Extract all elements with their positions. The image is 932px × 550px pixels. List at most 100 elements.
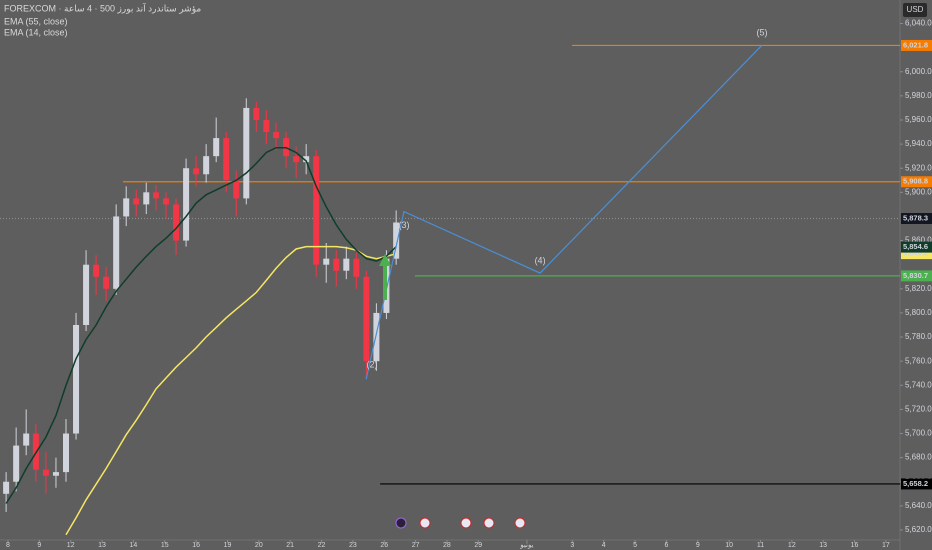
y-tick-label: 5,860.0 <box>905 236 932 245</box>
candle-body <box>203 156 210 175</box>
x-tick-label: 16 <box>851 542 859 549</box>
candle-body <box>343 258 350 271</box>
level-tag: 6,021.8 <box>903 40 928 49</box>
wave-label: (5) <box>757 28 768 38</box>
candle-body <box>123 198 130 217</box>
candle-body <box>152 192 159 199</box>
y-tick-label: 5,920.0 <box>905 163 932 172</box>
candle-body <box>143 192 150 205</box>
candle-body <box>73 324 80 434</box>
ema-tag-bg <box>901 241 932 253</box>
y-tick-label: 5,940.0 <box>905 139 932 148</box>
y-tick-label: 5,680.0 <box>905 453 932 462</box>
level-tag: 5,908.8 <box>903 177 928 186</box>
x-tick-label: 26 <box>380 542 388 549</box>
x-tick-label: 5 <box>633 542 637 549</box>
x-tick-label: 22 <box>318 542 326 549</box>
candle-body <box>303 156 310 163</box>
y-tick-label: 6,000.0 <box>905 67 932 76</box>
ema-line <box>5 146 397 504</box>
x-tick-label: 9 <box>696 542 700 549</box>
candle-body <box>163 198 170 205</box>
wave-label: (3) <box>398 220 409 230</box>
x-tick-label: 19 <box>224 542 232 549</box>
level-tag: 5,830.7 <box>903 271 928 280</box>
candle-body <box>273 132 280 139</box>
candle-body <box>373 312 380 362</box>
candle-body <box>193 168 200 175</box>
candle-body <box>52 472 59 476</box>
event-icon[interactable] <box>419 517 431 529</box>
x-tick-label: 8 <box>6 542 10 549</box>
x-tick-label: 6 <box>664 542 668 549</box>
x-tick-label: 23 <box>349 542 357 549</box>
x-tick-label: 16 <box>192 542 200 549</box>
legend-entry: EMA (55, close) <box>4 16 68 26</box>
x-tick-label: 29 <box>474 542 482 549</box>
ema-tag-bg <box>901 248 932 260</box>
currency-box[interactable] <box>903 3 927 17</box>
event-icon[interactable] <box>514 517 526 529</box>
x-tick-label: 28 <box>443 542 451 549</box>
candle-body <box>233 180 240 199</box>
x-tick-label: يونيو <box>519 542 533 549</box>
event-icon[interactable] <box>483 517 495 529</box>
wave-label: (2) <box>367 360 378 370</box>
chart-title: FOREXCOM · مؤشر ستاندرد آند بورز 500 · 4… <box>4 2 201 13</box>
event-icon[interactable] <box>395 517 407 529</box>
level-tag-bg <box>901 176 932 188</box>
candle-body <box>23 433 30 446</box>
ema-tag: 5,854.6 <box>903 242 928 251</box>
x-tick-label: 21 <box>286 542 294 549</box>
y-tick-label: 5,760.0 <box>905 356 932 365</box>
x-tick-label: 4 <box>602 542 606 549</box>
candle-body <box>243 107 250 199</box>
candle-body <box>103 276 110 289</box>
event-icons <box>395 517 526 529</box>
candle-body <box>183 168 190 241</box>
y-tick-label: 5,640.0 <box>905 501 932 510</box>
currency: USD <box>907 5 924 14</box>
level-tag-bg <box>901 213 932 225</box>
x-tick-label: 17 <box>882 542 890 549</box>
candle-body <box>62 433 69 473</box>
y-tick-label: 5,800.0 <box>905 308 932 317</box>
y-tick-label: 5,900.0 <box>905 187 932 196</box>
candle-body <box>173 204 180 241</box>
y-tick-label: 5,960.0 <box>905 115 932 124</box>
y-tick-label: 5,820.0 <box>905 284 932 293</box>
candle-body <box>313 156 320 265</box>
event-icon[interactable] <box>460 517 472 529</box>
y-tick-label: 5,620.0 <box>905 525 932 534</box>
candle-body <box>133 198 140 205</box>
candle-body <box>393 222 400 259</box>
level-tag-bg <box>901 270 932 282</box>
level-tag: 5,658.2 <box>903 479 928 488</box>
arrow <box>379 254 391 300</box>
x-tick-label: 9 <box>37 542 41 549</box>
candle-body <box>113 216 120 289</box>
x-tick-label: 13 <box>98 542 106 549</box>
x-tick-label: 12 <box>67 542 75 549</box>
x-tick-label: 12 <box>788 542 796 549</box>
candle-body <box>263 119 270 133</box>
level-tag-bg <box>901 39 932 51</box>
x-tick-label: 10 <box>725 542 733 549</box>
x-tick-label: 14 <box>130 542 138 549</box>
y-tick-label: 6,040.0 <box>905 19 932 28</box>
level-tag: 5,878.3 <box>903 213 928 222</box>
candle-body <box>223 138 230 181</box>
ema-tag: 5,849.2 <box>903 249 928 258</box>
x-tick-label: 3 <box>570 542 574 549</box>
legend-entry: EMA (14, close) <box>4 27 68 37</box>
candle-body <box>83 264 90 325</box>
candle-body <box>293 156 300 163</box>
x-tick-label: 13 <box>819 542 827 549</box>
y-tick-label: 5,700.0 <box>905 429 932 438</box>
candle-body <box>323 258 330 265</box>
candle-body <box>93 264 100 277</box>
candle-body <box>363 276 370 362</box>
candle-body <box>333 258 340 271</box>
